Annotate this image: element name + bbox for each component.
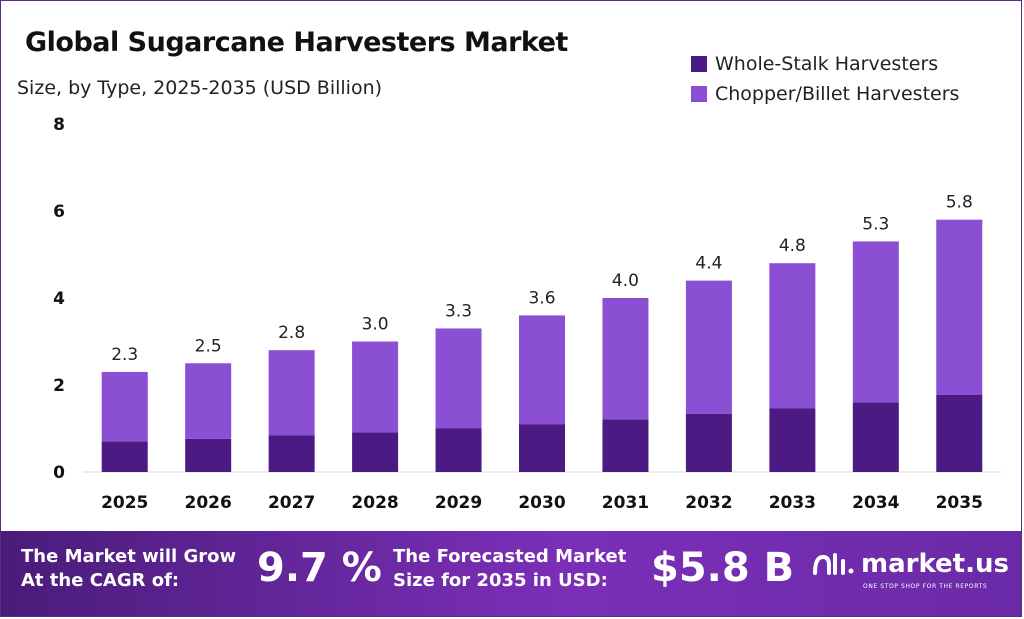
total-label-2030: 3.6 [528,288,555,308]
legend-item-whole-stalk: Whole-Stalk Harvesters [691,49,959,79]
total-label-2029: 3.3 [445,301,472,321]
total-label-2035: 5.8 [946,193,973,213]
legend-label-whole-stalk: Whole-Stalk Harvesters [715,53,939,75]
y-tick-label: 2 [53,376,65,396]
y-tick-label: 4 [53,289,65,309]
total-label-2028: 3.0 [362,315,389,335]
x-tick-label-2026: 2026 [185,493,232,513]
x-tick-label-2028: 2028 [351,493,398,513]
y-tick-label: 6 [53,202,65,222]
bar-chopper-2032 [685,280,732,414]
total-label-2033: 4.8 [779,236,806,256]
bar-chopper-2026 [185,363,232,439]
market-us-logo-icon [813,553,854,575]
bar-chopper-2027 [268,350,315,436]
x-tick-label-2035: 2035 [936,493,983,513]
y-tick-label: 8 [53,115,65,135]
cagr-label-line2: At the CAGR of: [21,570,180,591]
bar-whole-stalk-2030 [519,424,565,472]
bar-whole-stalk-2026 [185,438,232,472]
brand-name: market.us [861,549,1009,579]
bar-whole-stalk-2031 [602,419,649,472]
chart-title: Global Sugarcane Harvesters Market [25,27,568,58]
bar-whole-stalk-2028 [352,432,399,472]
bar-whole-stalk-2034 [852,402,899,472]
x-tick-label-2034: 2034 [852,493,899,513]
bar-whole-stalk-2032 [685,413,732,472]
legend: Whole-Stalk Harvesters Chopper/Billet Ha… [691,49,959,109]
bar-whole-stalk-2027 [268,435,315,472]
forecast-label: The Forecasted Market Size for 2035 in U… [393,545,626,593]
chart-subtitle: Size, by Type, 2025-2035 (USD Billion) [17,77,383,99]
total-label-2034: 5.3 [862,214,889,234]
x-tick-label-2029: 2029 [435,493,482,513]
bar-chopper-2028 [352,341,399,433]
forecast-label-line2: Size for 2035 in USD: [393,570,608,591]
total-label-2027: 2.8 [278,323,305,343]
total-label-2031: 4.0 [612,271,639,291]
total-label-2026: 2.5 [195,336,222,356]
bar-chopper-2031 [602,298,649,420]
bar-whole-stalk-2033 [769,408,816,472]
bar-chopper-2030 [519,315,565,425]
x-tick-label-2033: 2033 [769,493,816,513]
cagr-label: The Market will Grow At the CAGR of: [21,545,236,593]
bar-chopper-2025 [101,371,148,442]
bar-chopper-2033 [769,263,816,409]
total-label-2032: 4.4 [695,254,722,274]
legend-label-chopper: Chopper/Billet Harvesters [715,83,960,105]
x-tick-label-2031: 2031 [602,493,649,513]
x-tick-label-2025: 2025 [101,493,148,513]
brand-tagline: ONE STOP SHOP FOR THE REPORTS [863,583,988,590]
bar-chopper-2029 [435,328,482,429]
legend-item-chopper: Chopper/Billet Harvesters [691,79,959,109]
bar-whole-stalk-2035 [936,395,983,472]
x-tick-label-2027: 2027 [268,493,315,513]
bar-chopper-2034 [852,241,899,403]
x-tick-label-2030: 2030 [518,493,565,513]
cagr-label-line1: The Market will Grow [21,546,237,567]
x-tick-label-2032: 2032 [685,493,732,513]
legend-swatch-chopper [691,86,707,102]
bar-chart: 0 2 4 6 8 2.3 2025 2.5 2026 2.8 2027 3.0 2028 3.3 2029… [53,115,1001,513]
forecast-label-line1: The Forecasted Market [393,546,627,567]
y-tick-label: 0 [53,463,65,483]
forecast-value: $5.8 B [651,545,795,591]
total-label-2025: 2.3 [111,345,138,365]
brand-logo: market.us ONE STOP SHOP FOR THE REPORTS [811,549,1009,590]
cagr-value: 9.7 % [257,545,382,591]
bar-whole-stalk-2029 [435,428,482,472]
footer-banner: The Market will Grow At the CAGR of: 9.7… [1,531,1021,616]
legend-swatch-whole-stalk [691,56,707,72]
bar-whole-stalk-2025 [101,441,148,472]
bar-chopper-2035 [936,219,983,396]
